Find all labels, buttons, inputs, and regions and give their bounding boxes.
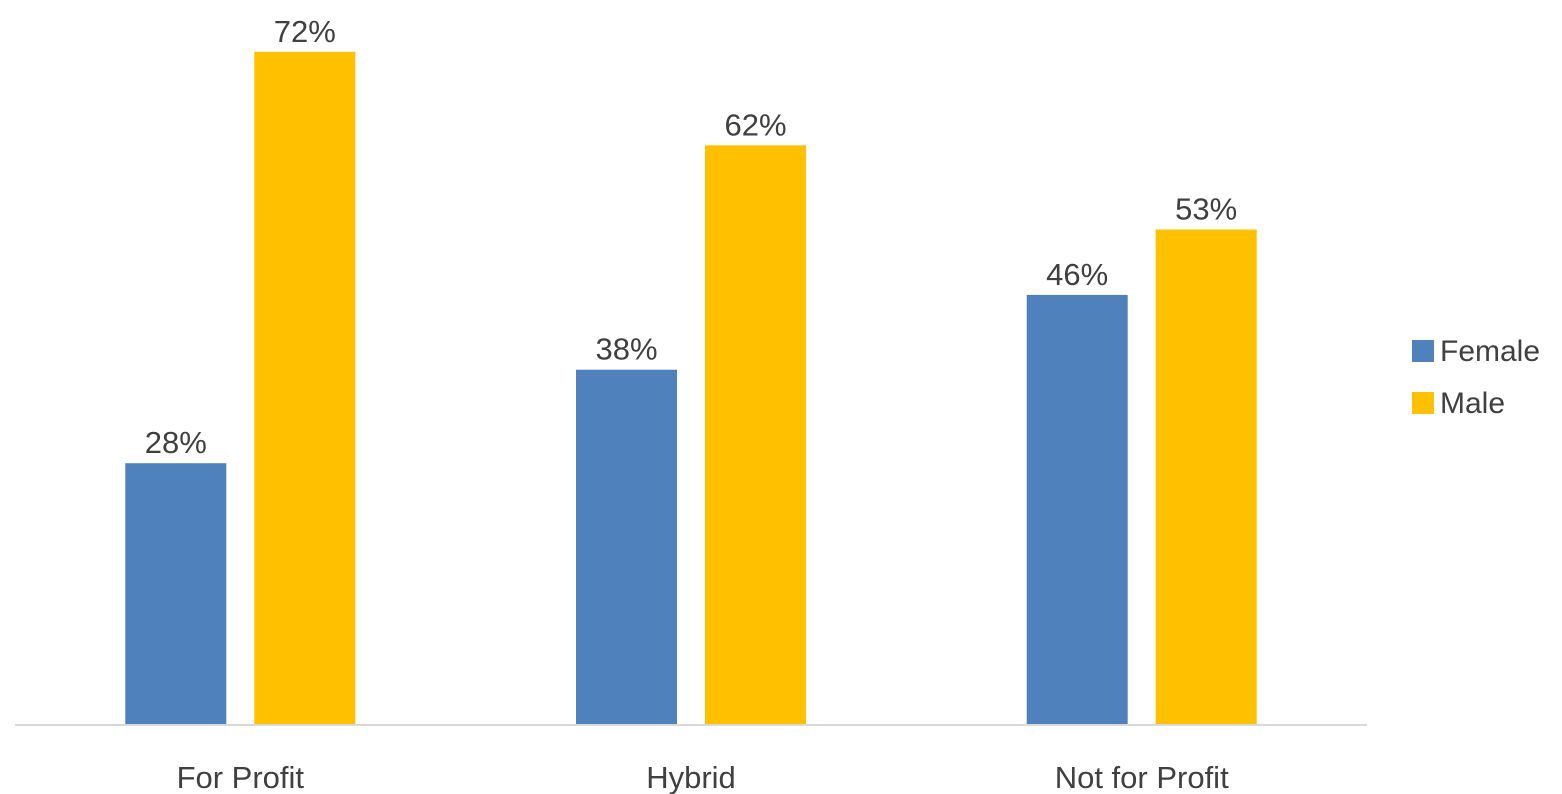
data-label-female-hybrid: 38% bbox=[595, 332, 657, 367]
bar-male-not-for-profit bbox=[1155, 229, 1257, 725]
legend-swatch-male bbox=[1412, 392, 1434, 414]
bar-female-not-for-profit bbox=[1026, 294, 1128, 725]
data-label-female-not-for-profit: 46% bbox=[1046, 257, 1108, 292]
bar-male-hybrid bbox=[705, 145, 806, 726]
data-label-female-for-profit: 28% bbox=[145, 425, 207, 460]
category-label-for-profit: For Profit bbox=[177, 760, 305, 794]
category-label-not-for-profit: Not for Profit bbox=[1055, 760, 1229, 794]
legend-label-male: Male bbox=[1440, 387, 1505, 420]
legend: Female Male bbox=[1412, 335, 1540, 420]
bar-female-hybrid bbox=[576, 369, 677, 725]
bar-male-for-profit bbox=[254, 51, 356, 726]
bar-female-for-profit bbox=[125, 463, 227, 725]
data-label-male-hybrid: 62% bbox=[724, 107, 786, 142]
data-label-male-for-profit: 72% bbox=[274, 14, 336, 49]
legend-swatch-female bbox=[1412, 340, 1434, 362]
bars-group bbox=[125, 51, 1257, 726]
data-labels-group: 28% 72% 38% 62% 46% 53% bbox=[145, 14, 1237, 460]
data-label-male-not-for-profit: 53% bbox=[1175, 192, 1237, 227]
category-label-hybrid: Hybrid bbox=[646, 760, 736, 794]
category-labels-group: For Profit Hybrid Not for Profit bbox=[177, 760, 1230, 794]
legend-label-female: Female bbox=[1440, 335, 1540, 368]
